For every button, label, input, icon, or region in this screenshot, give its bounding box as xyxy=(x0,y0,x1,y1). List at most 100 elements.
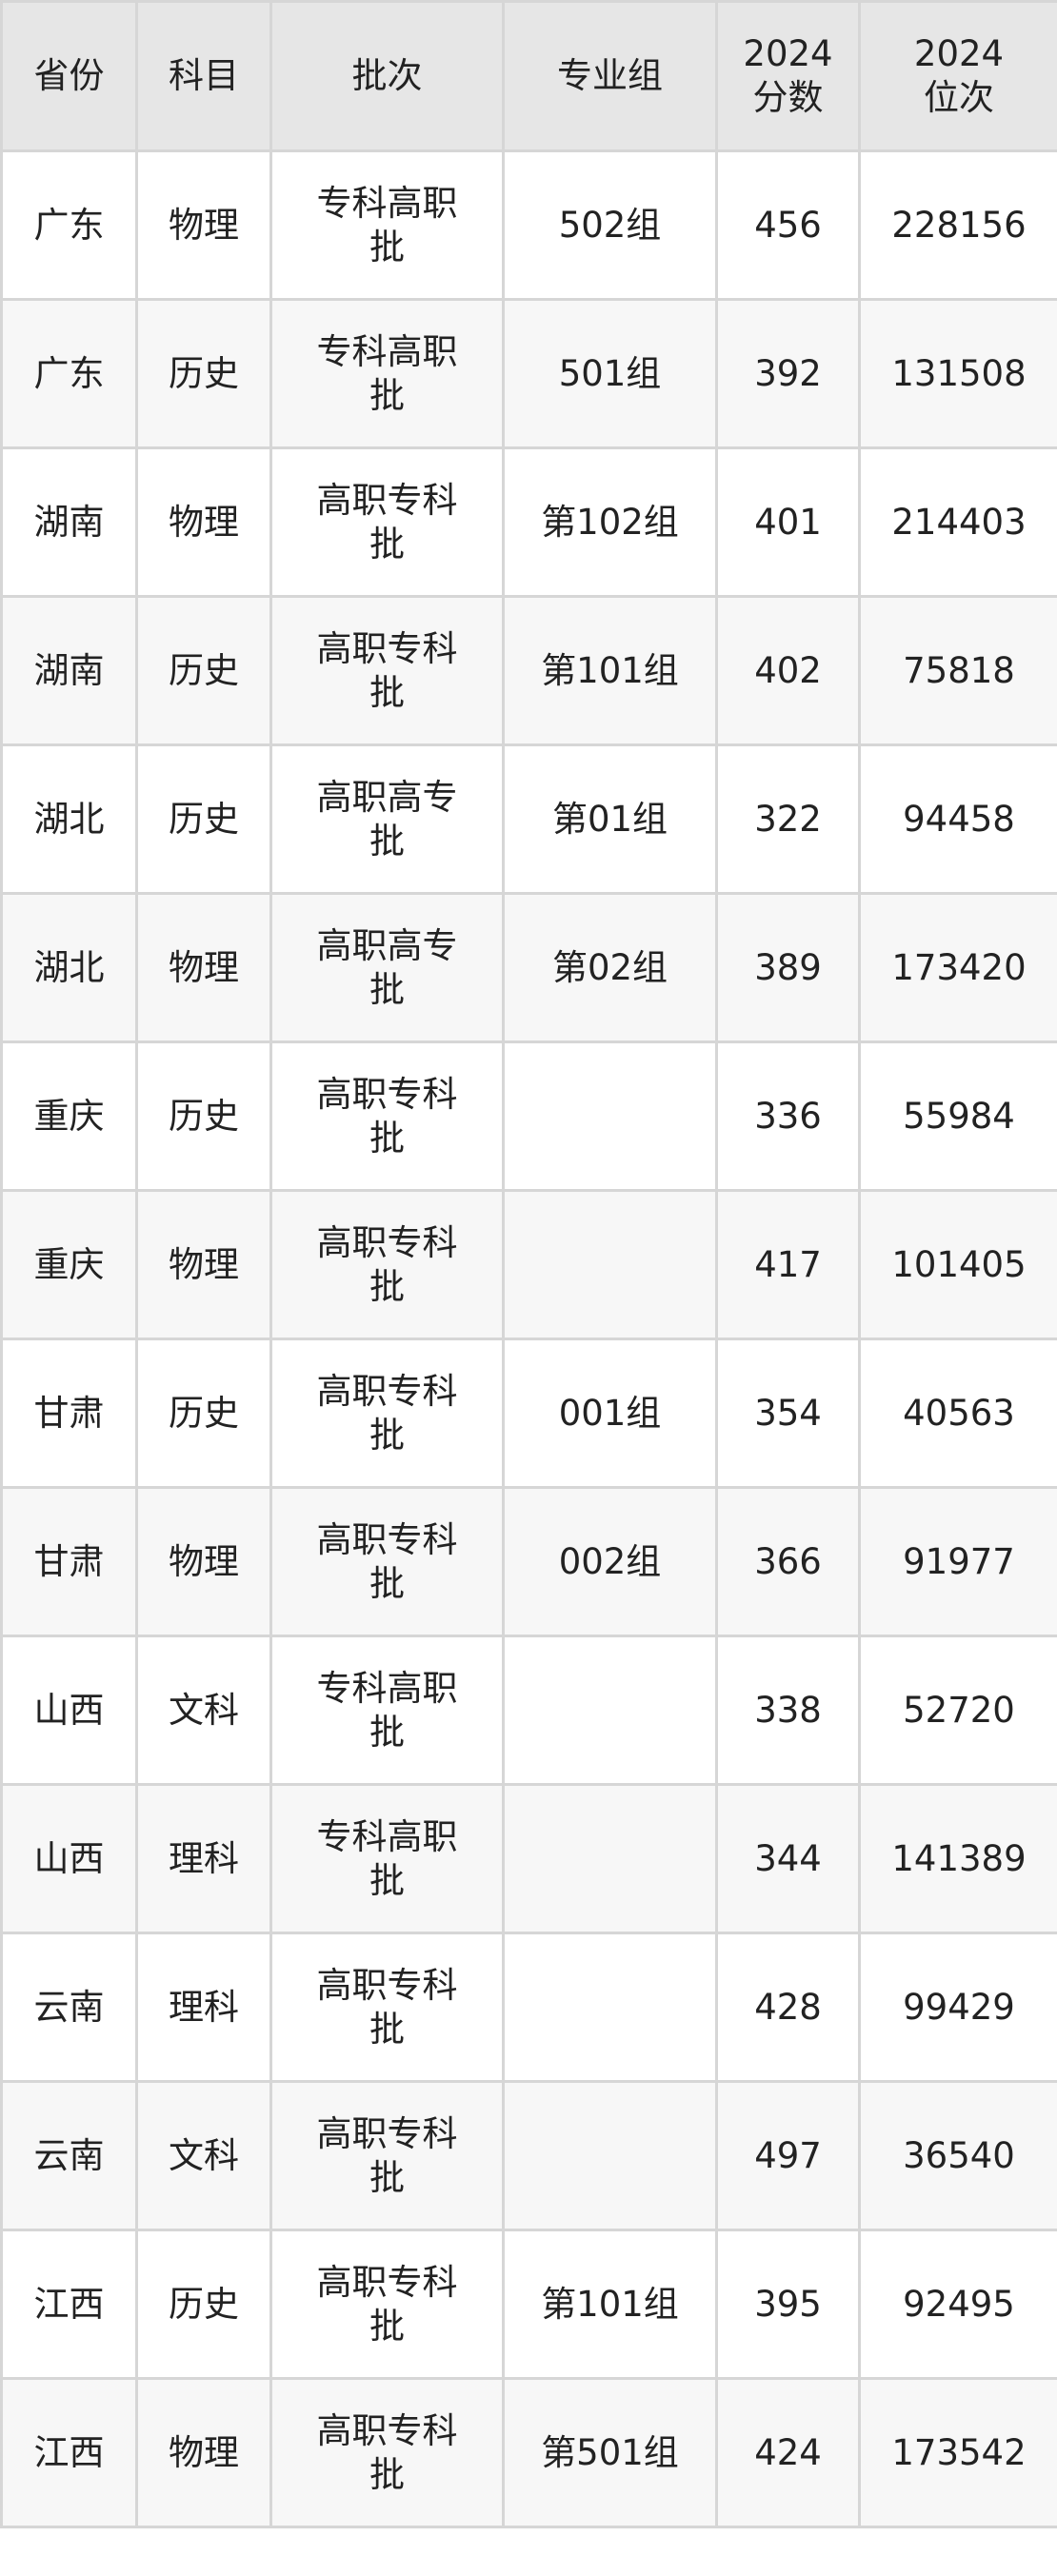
column-header-major-group: 专业组 xyxy=(502,0,718,152)
cell-major-group: 第01组 xyxy=(502,743,718,895)
cell-rank: 36540 xyxy=(858,2080,1057,2231)
batch-label: 专科高职批 xyxy=(316,182,458,268)
cell-major-group xyxy=(502,1040,718,1192)
cell-batch: 高职专科批 xyxy=(269,1189,505,1340)
cell-rank: 141389 xyxy=(858,1783,1057,1934)
table-row: 江西 物理 高职专科批 第501组 424 173542 xyxy=(0,2377,1057,2528)
cell-subject: 物理 xyxy=(135,2377,272,2528)
cell-subject: 理科 xyxy=(135,1932,272,2083)
cell-rank: 75818 xyxy=(858,595,1057,746)
cell-subject: 物理 xyxy=(135,1189,272,1340)
batch-label: 高职专科批 xyxy=(316,1518,458,1604)
batch-label: 高职专科批 xyxy=(316,627,458,713)
cell-rank: 173542 xyxy=(858,2377,1057,2528)
table-row: 重庆 历史 高职专科批 336 55984 xyxy=(0,1040,1057,1192)
cell-rank: 52720 xyxy=(858,1635,1057,1786)
cell-province: 重庆 xyxy=(0,1040,138,1192)
cell-rank: 92495 xyxy=(858,2229,1057,2380)
cell-score: 338 xyxy=(715,1635,861,1786)
column-header-subject: 科目 xyxy=(135,0,272,152)
cell-batch: 高职专科批 xyxy=(269,595,505,746)
cell-rank: 99429 xyxy=(858,1932,1057,2083)
cell-rank: 55984 xyxy=(858,1040,1057,1192)
cell-province: 重庆 xyxy=(0,1189,138,1340)
cell-batch: 高职专科批 xyxy=(269,1338,505,1489)
cell-subject: 理科 xyxy=(135,1783,272,1934)
cell-province: 湖北 xyxy=(0,892,138,1043)
cell-subject: 文科 xyxy=(135,1635,272,1786)
table-row: 湖北 历史 高职高专批 第01组 322 94458 xyxy=(0,743,1057,895)
column-header-batch: 批次 xyxy=(269,0,505,152)
table-row: 湖南 物理 高职专科批 第102组 401 214403 xyxy=(0,446,1057,598)
cell-score: 424 xyxy=(715,2377,861,2528)
batch-label: 专科高职批 xyxy=(316,1667,458,1753)
column-header-rank: 2024 位次 xyxy=(858,0,1057,152)
cell-score: 344 xyxy=(715,1783,861,1934)
batch-label: 高职高专批 xyxy=(316,924,458,1010)
table-row: 山西 文科 专科高职批 338 52720 xyxy=(0,1635,1057,1786)
table-row: 云南 文科 高职专科批 497 36540 xyxy=(0,2080,1057,2231)
batch-label: 高职专科批 xyxy=(316,1073,458,1159)
cell-rank: 214403 xyxy=(858,446,1057,598)
cell-score: 392 xyxy=(715,298,861,449)
cell-score: 497 xyxy=(715,2080,861,2231)
cell-score: 389 xyxy=(715,892,861,1043)
cell-rank: 40563 xyxy=(858,1338,1057,1489)
cell-batch: 高职专科批 xyxy=(269,1040,505,1192)
cell-batch: 高职专科批 xyxy=(269,2229,505,2380)
batch-label: 专科高职批 xyxy=(316,330,458,416)
column-header-score: 2024 分数 xyxy=(715,0,861,152)
cell-score: 401 xyxy=(715,446,861,598)
cell-batch: 高职专科批 xyxy=(269,2080,505,2231)
cell-subject: 文科 xyxy=(135,2080,272,2231)
batch-label: 高职专科批 xyxy=(316,1221,458,1307)
cell-score: 366 xyxy=(715,1486,861,1637)
cell-major-group xyxy=(502,1783,718,1934)
table-header-row: 省份 科目 批次 专业组 2024 分数 2024 位次 xyxy=(0,0,1057,152)
table-row: 广东 历史 专科高职批 501组 392 131508 xyxy=(0,298,1057,449)
cell-score: 456 xyxy=(715,149,861,301)
table-row: 重庆 物理 高职专科批 417 101405 xyxy=(0,1189,1057,1340)
cell-major-group: 第101组 xyxy=(502,2229,718,2380)
cell-batch: 高职专科批 xyxy=(269,1932,505,2083)
cell-score: 428 xyxy=(715,1932,861,2083)
table-row: 甘肃 历史 高职专科批 001组 354 40563 xyxy=(0,1338,1057,1489)
cell-province: 湖南 xyxy=(0,446,138,598)
column-header-province: 省份 xyxy=(0,0,138,152)
cell-subject: 物理 xyxy=(135,446,272,598)
table-row: 广东 物理 专科高职批 502组 456 228156 xyxy=(0,149,1057,301)
cell-score: 395 xyxy=(715,2229,861,2380)
cell-province: 广东 xyxy=(0,298,138,449)
cell-rank: 91977 xyxy=(858,1486,1057,1637)
cell-major-group xyxy=(502,1635,718,1786)
batch-label: 高职专科批 xyxy=(316,2261,458,2347)
cell-batch: 专科高职批 xyxy=(269,1635,505,1786)
batch-label: 高职专科批 xyxy=(316,1964,458,2050)
cell-score: 417 xyxy=(715,1189,861,1340)
cell-province: 山西 xyxy=(0,1783,138,1934)
cell-province: 甘肃 xyxy=(0,1486,138,1637)
cell-batch: 高职高专批 xyxy=(269,743,505,895)
cell-rank: 101405 xyxy=(858,1189,1057,1340)
table-row: 江西 历史 高职专科批 第101组 395 92495 xyxy=(0,2229,1057,2380)
cell-province: 甘肃 xyxy=(0,1338,138,1489)
cell-subject: 历史 xyxy=(135,1040,272,1192)
cell-subject: 历史 xyxy=(135,2229,272,2380)
cell-major-group: 第101组 xyxy=(502,595,718,746)
cell-batch: 高职专科批 xyxy=(269,446,505,598)
cell-rank: 173420 xyxy=(858,892,1057,1043)
cell-major-group xyxy=(502,1189,718,1340)
cell-rank: 228156 xyxy=(858,149,1057,301)
cell-subject: 历史 xyxy=(135,1338,272,1489)
batch-label: 高职高专批 xyxy=(316,776,458,862)
batch-label: 高职专科批 xyxy=(316,2112,458,2198)
cell-batch: 高职专科批 xyxy=(269,2377,505,2528)
cell-major-group: 501组 xyxy=(502,298,718,449)
cell-subject: 物理 xyxy=(135,1486,272,1637)
cell-score: 354 xyxy=(715,1338,861,1489)
cell-score: 322 xyxy=(715,743,861,895)
cell-batch: 高职专科批 xyxy=(269,1486,505,1637)
batch-label: 高职专科批 xyxy=(316,479,458,565)
cell-major-group xyxy=(502,1932,718,2083)
